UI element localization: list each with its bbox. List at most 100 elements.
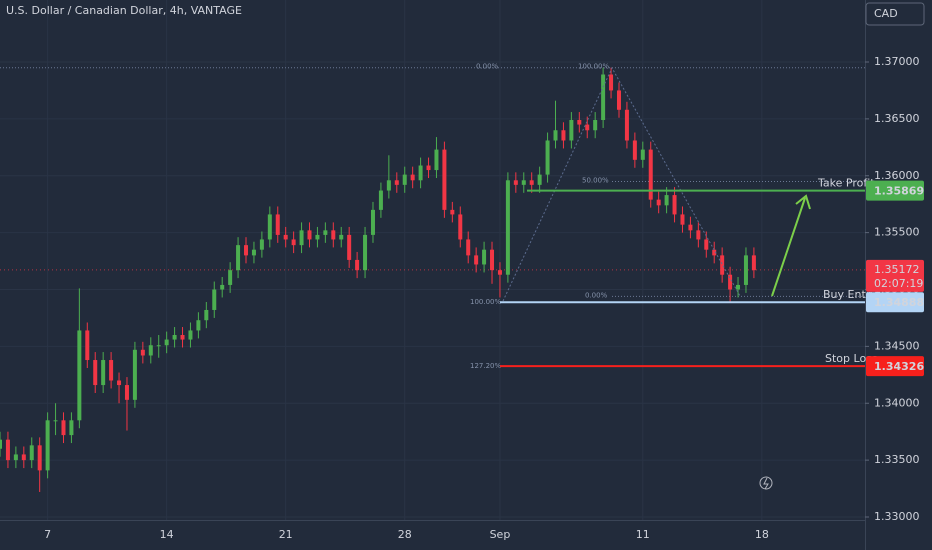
level-price: 1.34326 (874, 360, 924, 373)
candle-body (220, 284, 225, 290)
candle-body (601, 74, 606, 121)
candle-body (529, 180, 534, 185)
candle-body (124, 385, 129, 400)
candle-body (624, 109, 629, 141)
candle-body (132, 349, 137, 400)
candle-body (450, 209, 455, 215)
level-name: Buy Entry (823, 288, 877, 301)
y-tick-label: 1.34000 (874, 396, 920, 409)
y-tick-label: 1.37000 (874, 55, 920, 68)
currency: CAD (874, 7, 898, 20)
candle-body (259, 239, 264, 250)
candle-body (21, 454, 26, 461)
x-tick-label: 7 (44, 528, 51, 541)
chart-title: U.S. Dollar / Canadian Dollar, 4h, VANTA… (6, 4, 242, 17)
candle-body (204, 309, 209, 321)
level-name: Take Profit (817, 177, 875, 190)
candle-body (743, 255, 748, 285)
candle-body (85, 330, 90, 361)
x-tick-label: 11 (636, 528, 650, 541)
candle-body (497, 270, 502, 275)
candle-body (648, 149, 653, 200)
candle-body (537, 174, 542, 185)
fib-label: 100.00% (578, 63, 609, 71)
candle-body (458, 214, 463, 240)
level-price: 1.35869 (874, 185, 924, 198)
candle-body (307, 230, 312, 240)
candle-body (585, 124, 590, 131)
candle-body (251, 249, 256, 256)
candle-body (632, 140, 637, 160)
candle-body (188, 330, 193, 340)
candle-body (490, 249, 495, 271)
icon (759, 476, 773, 490)
candle-body (569, 120, 574, 141)
x-tick-label: 28 (398, 528, 412, 541)
level-box (866, 356, 924, 377)
candle-body (609, 74, 614, 91)
candle-body (37, 445, 42, 471)
candle-body (505, 180, 510, 275)
candle-body (402, 174, 407, 185)
fib-label: 0.00% (585, 291, 608, 299)
candle-body (426, 165, 431, 171)
candle-body (69, 420, 74, 436)
level-price: 1.34888 (874, 296, 924, 309)
candle-body (275, 214, 280, 235)
candle-body (442, 149, 447, 210)
candle-body (45, 420, 50, 471)
candle-body (53, 420, 58, 422)
candle-body (164, 339, 169, 346)
y-tick-label: 1.36500 (874, 112, 920, 125)
candle-body (315, 234, 320, 240)
candle-body (236, 245, 241, 271)
candle-body (77, 330, 82, 421)
candle-body (148, 345, 153, 356)
y-tick-label: 1.36000 (874, 169, 920, 182)
arrow (771, 194, 811, 297)
candle-body (117, 380, 122, 386)
candle-body (331, 230, 336, 240)
candle-body (545, 140, 550, 175)
candle-body (680, 214, 685, 225)
x-tick-label: 21 (279, 528, 293, 541)
countdown: 02:07:19 (874, 277, 923, 290)
candle-body (521, 180, 526, 185)
candle-body (283, 234, 288, 240)
candle-body (378, 190, 383, 210)
fib-label: 127.20% (470, 362, 501, 370)
current-price: 1.35172 (874, 263, 920, 276)
fib-trend (502, 66, 741, 302)
candle-body (394, 180, 399, 185)
y-tick-label: 1.33000 (874, 510, 920, 523)
fib-label: 0.00% (476, 63, 499, 71)
candle-body (704, 239, 709, 250)
candle-body (418, 165, 423, 181)
candle-body (140, 349, 145, 356)
candle-body (386, 180, 391, 191)
candle-body (347, 234, 352, 260)
candle-body (29, 445, 34, 461)
candle-body (370, 209, 375, 235)
candle-body (5, 439, 10, 461)
candle-body (561, 130, 566, 141)
x-tick-label: Sep (490, 528, 511, 541)
candle-body (751, 255, 756, 271)
candle-body (172, 335, 177, 340)
candle-body (577, 120, 582, 125)
candle-body (553, 130, 558, 141)
candle-body (156, 345, 161, 347)
candle-body (728, 274, 733, 290)
candle-body (244, 245, 249, 256)
candle-body (720, 255, 725, 275)
candle-body (616, 90, 621, 110)
currency-box (865, 2, 925, 26)
candle-body (672, 195, 677, 215)
candle-body (101, 360, 106, 386)
candle-body (228, 270, 233, 285)
candle-body (482, 249, 487, 265)
candle-body (664, 195, 669, 206)
candle-body (180, 335, 185, 340)
candle-body (323, 230, 328, 235)
